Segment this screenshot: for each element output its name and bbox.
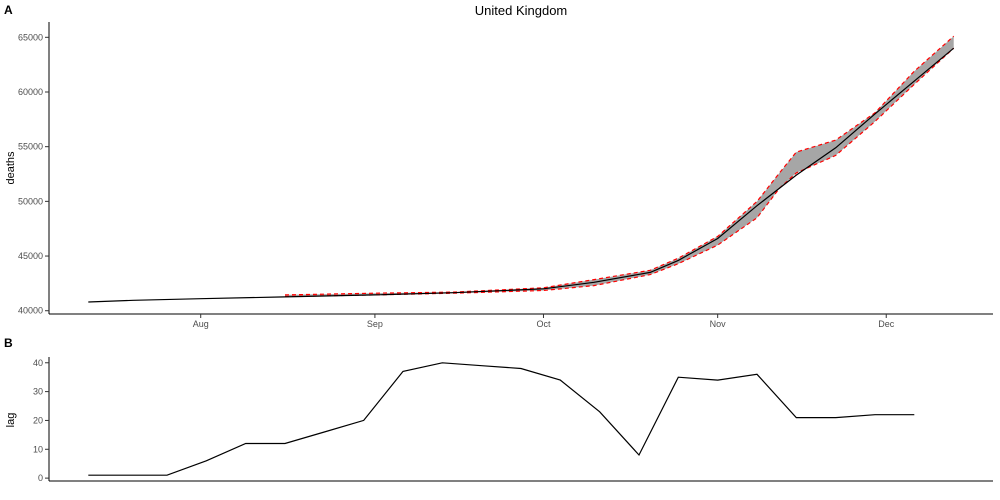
lag-y-tick-label: 20 xyxy=(33,415,43,425)
y-tick-label: 60000 xyxy=(18,87,43,97)
lag-y-tick-label: 0 xyxy=(38,473,43,483)
y-tick-label: 40000 xyxy=(18,306,43,316)
lag-y-tick-label: 30 xyxy=(33,387,43,397)
lag-y-tick-label: 10 xyxy=(33,444,43,454)
y-axis-ticks: 40000 45000 50000 55000 60000 65000 xyxy=(18,32,49,316)
panel-b-tag: B xyxy=(4,336,13,350)
x-tick-label: Oct xyxy=(536,319,551,329)
y-axis-title-lag: lag xyxy=(5,413,17,428)
panel-a-chart: United Kingdom deaths 40000 45000 50000 550… xyxy=(5,3,993,329)
x-tick-label: Nov xyxy=(710,319,727,329)
lag-line xyxy=(88,362,915,476)
y-tick-label: 45000 xyxy=(18,251,43,261)
uncertainty-band xyxy=(285,36,954,297)
observed-deaths-line xyxy=(88,47,955,303)
x-axis-ticks: Aug Sep Oct Nov Dec xyxy=(193,314,895,329)
lag-y-tick-label: 40 xyxy=(33,358,43,368)
y-tick-label: 50000 xyxy=(18,196,43,206)
panel-a-tag: A xyxy=(4,3,13,17)
x-tick-label: Dec xyxy=(878,319,895,329)
x-tick-label: Aug xyxy=(193,319,209,329)
lag-y-axis-ticks: 0 10 20 30 40 xyxy=(33,358,49,483)
panel-b-chart: lag 0 10 20 30 40 xyxy=(5,357,993,483)
lower-bound-line xyxy=(284,47,955,298)
chart-title: United Kingdom xyxy=(475,3,568,18)
y-tick-label: 55000 xyxy=(18,142,43,152)
upper-bound-line xyxy=(284,35,955,296)
y-axis-title-deaths: deaths xyxy=(5,151,17,185)
x-tick-label: Sep xyxy=(367,319,383,329)
y-tick-label: 65000 xyxy=(18,32,43,42)
